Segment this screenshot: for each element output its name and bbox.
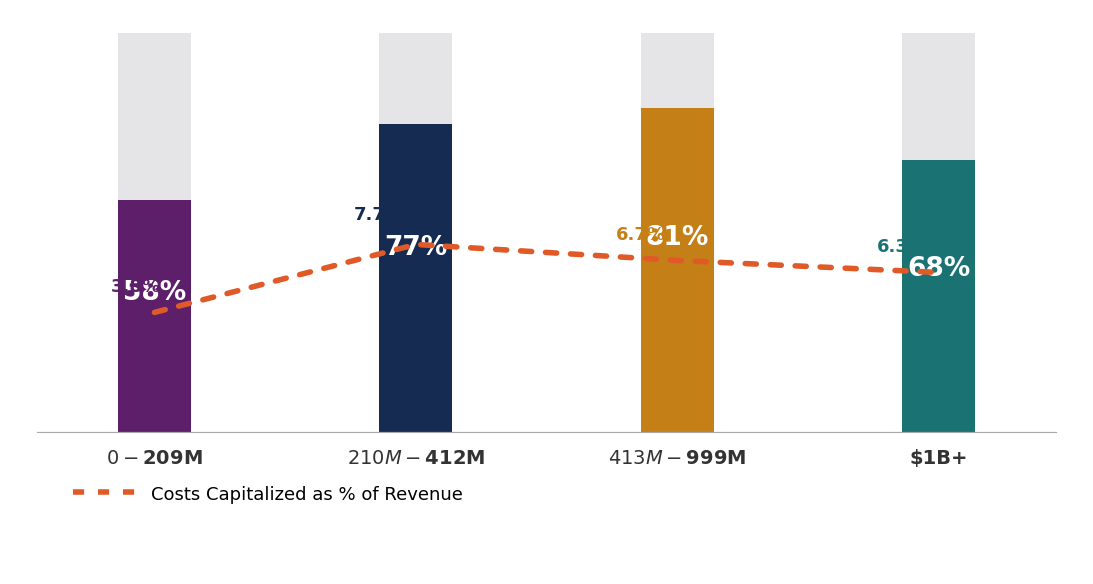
Bar xyxy=(118,33,191,432)
Text: 7.7%: 7.7% xyxy=(354,207,404,224)
Bar xyxy=(640,109,714,432)
Legend: Costs Capitalized as % of Revenue: Costs Capitalized as % of Revenue xyxy=(67,478,470,512)
Bar xyxy=(640,33,714,432)
Bar xyxy=(118,200,191,432)
Bar xyxy=(379,33,453,432)
Bar xyxy=(379,124,453,432)
Bar xyxy=(902,161,975,432)
Text: 3.8%: 3.8% xyxy=(111,279,162,297)
Text: 6.3%: 6.3% xyxy=(877,238,927,256)
Text: 6.7%: 6.7% xyxy=(615,227,666,245)
Text: 58%: 58% xyxy=(122,280,186,306)
Text: 68%: 68% xyxy=(907,256,971,282)
Text: 81%: 81% xyxy=(646,225,709,251)
Bar xyxy=(902,33,975,432)
Text: 77%: 77% xyxy=(385,235,447,260)
